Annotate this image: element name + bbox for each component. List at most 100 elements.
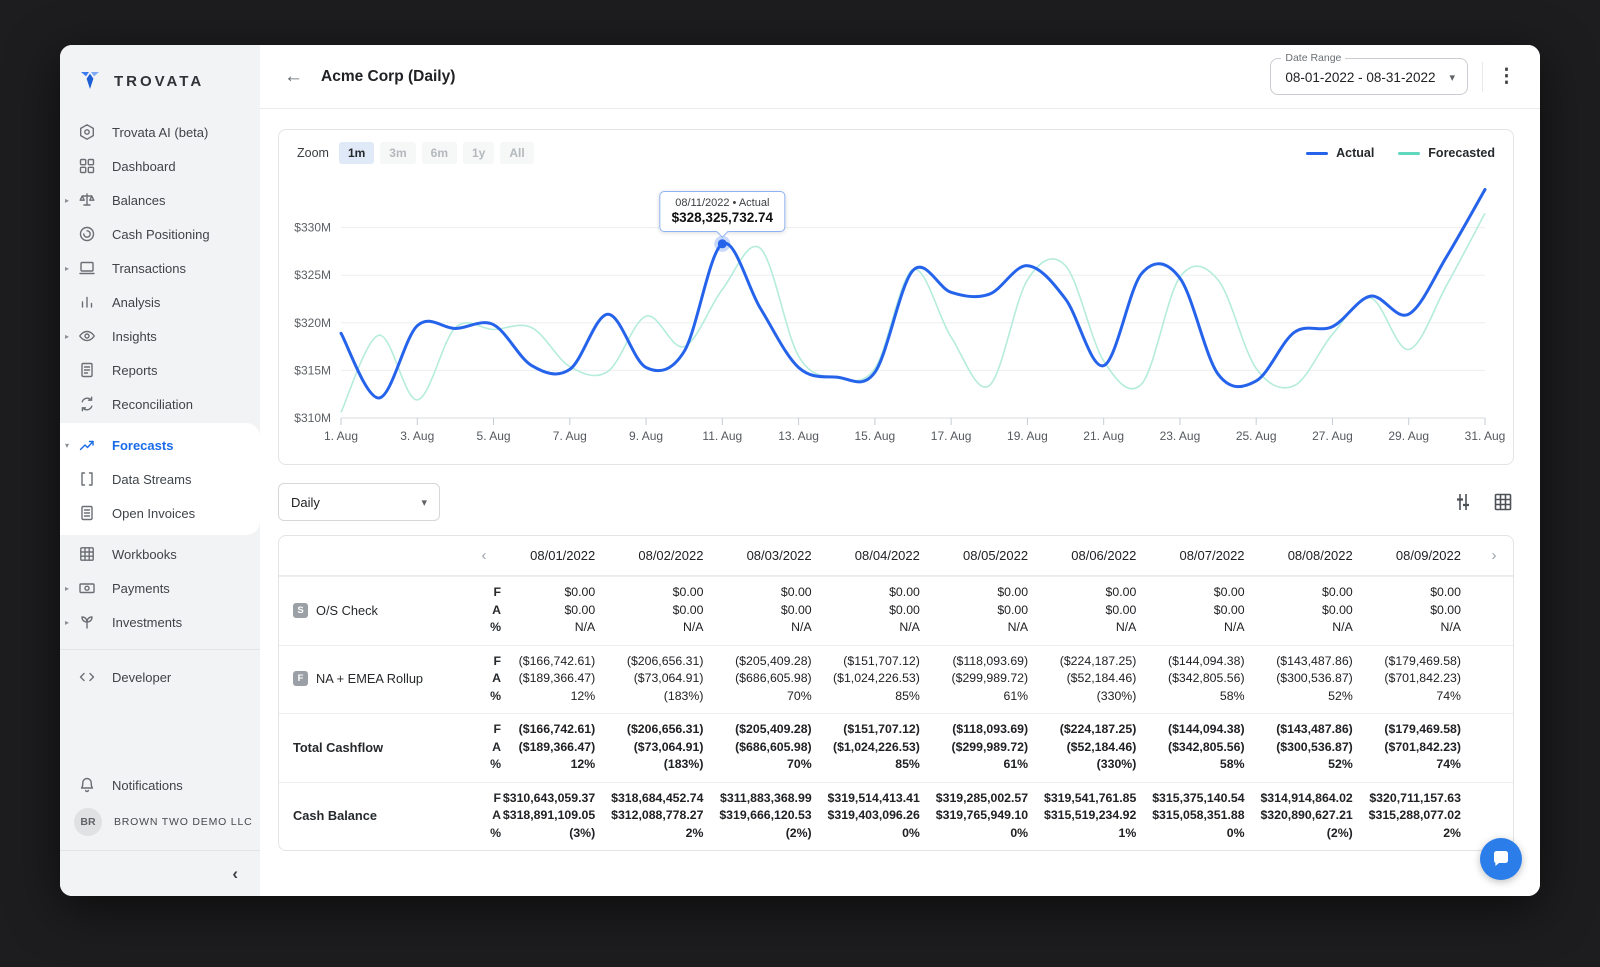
table-header-row: ‹ 08/01/2022 08/02/2022 08/03/2022 08/04/202… [279, 536, 1513, 576]
sidebar-item-transactions[interactable]: ▸ Transactions [60, 251, 260, 285]
period-select[interactable]: Daily ▾ [278, 483, 440, 521]
page-title: Acme Corp (Daily) [321, 67, 456, 85]
table-cell: ($166,742.61) ($189,366.47) 12% [518, 653, 596, 703]
tooltip-value: $328,325,732.74 [671, 209, 774, 225]
row-label: Total Cashflow [293, 739, 384, 755]
legend-label: Forecasted [1428, 146, 1495, 160]
zoom-option-1y[interactable]: 1y [462, 142, 495, 164]
sidebar-item-insights[interactable]: ▸ Insights [60, 319, 260, 353]
date-range-label: Date Range [1281, 52, 1346, 64]
sidebar-item-investments[interactable]: ▸ Investments [60, 605, 260, 639]
date-range-select[interactable]: Date Range 08-01-2022 - 08-31-2022 ▾ [1270, 52, 1468, 95]
table-cell: ($143,487.86) ($300,536.87) 52% [1276, 722, 1353, 771]
svg-text:17. Aug: 17. Aug [931, 429, 972, 443]
table-cell: ($205,409.28) ($686,605.98) 70% [735, 653, 812, 703]
sidebar: TROVATA Trovata AI (beta) Dashboard ▸ Balan… [60, 45, 260, 896]
bell-icon [80, 777, 94, 793]
svg-text:21. Aug: 21. Aug [1083, 429, 1124, 443]
table-date-header: 08/02/2022 [638, 548, 704, 563]
sidebar-divider [60, 649, 260, 650]
table-cell: $0.00 $0.00 N/A [780, 585, 812, 634]
sidebar-item-developer[interactable]: Developer [60, 660, 260, 694]
svg-text:9. Aug: 9. Aug [629, 429, 663, 443]
chat-bubble-icon [1493, 851, 1508, 866]
table-cell: ($179,469.58) ($701,842.23) 74% [1384, 653, 1461, 703]
table-view-button[interactable] [1492, 491, 1514, 513]
more-options-button[interactable]: ⋮ [1497, 66, 1516, 87]
svg-text:$315M: $315M [294, 363, 331, 377]
table-cell: $319,285,002.57 $319,765,949.10 0% [935, 790, 1029, 840]
forecasts-group: ▾ Forecasts Data Streams Open Invoices [60, 423, 260, 535]
zoom-option-1m[interactable]: 1m [338, 142, 375, 164]
caret-right-icon: ▸ [65, 331, 70, 341]
sidebar-collapse-button[interactable]: ‹ [60, 850, 260, 896]
sidebar-item-data-streams[interactable]: Data Streams [60, 462, 260, 496]
brand-name: TROVATA [114, 72, 205, 90]
chat-fab-button[interactable] [1480, 838, 1522, 880]
table-cell: ($118,093.69) ($299,989.72) 61% [951, 653, 1029, 703]
trovata-logo-icon [81, 72, 99, 89]
sidebar-item-open-invoices[interactable]: Open Invoices [60, 496, 260, 530]
table-date-header: 08/07/2022 [1179, 548, 1245, 563]
sidebar-item-notifications[interactable]: Notifications [60, 768, 260, 802]
header-divider [1482, 61, 1483, 92]
metric-keys: F A% [490, 653, 501, 703]
caret-down-icon: ▾ [65, 440, 70, 450]
sidebar-item-label: Notifications [112, 777, 183, 793]
app-window: TROVATA Trovata AI (beta) Dashboard ▸ Balan… [60, 45, 1540, 896]
sidebar-item-label: Dashboard [112, 158, 176, 174]
sliders-icon [1457, 494, 1469, 510]
sidebar-item-label: Open Invoices [112, 505, 196, 521]
metric-keys: F A% [490, 790, 501, 840]
table-cell: $0.00 $0.00 N/A [1321, 585, 1353, 634]
sidebar-item-forecasts[interactable]: ▾ Forecasts [60, 428, 260, 462]
sidebar-item-label: Investments [112, 614, 183, 630]
svg-text:3. Aug: 3. Aug [400, 429, 434, 443]
legend-swatch [1306, 151, 1329, 155]
account-menu[interactable]: BR BROWN TWO DEMO LLC [60, 802, 260, 842]
analysis-icon [81, 296, 93, 308]
svg-text:$310M: $310M [294, 411, 331, 425]
period-select-value: Daily [291, 494, 320, 510]
table-cell: ($118,093.69) ($299,989.72) 61% [951, 722, 1029, 771]
table-cell: $320,711,157.63 $315,288,077.02 2% [1368, 790, 1461, 840]
zoom-buttons: 1m 3m 6m 1y All [338, 142, 540, 164]
table-next-button[interactable]: › [1475, 547, 1513, 564]
svg-text:15. Aug: 15. Aug [855, 429, 896, 443]
row-label: S O/S Check [279, 602, 467, 618]
chart-tooltip: 08/11/2022 • Actual $328,325,732.74 [659, 190, 786, 232]
zoom-option-3m[interactable]: 3m [380, 142, 416, 164]
table-cell: $0.00 $0.00 N/A [1213, 585, 1245, 634]
table-prev-button[interactable]: ‹ [467, 547, 501, 564]
sidebar-item-reconciliation[interactable]: Reconciliation [60, 387, 260, 421]
zoom-option-6m[interactable]: 6m [421, 142, 457, 164]
sidebar-item-cash-positioning[interactable]: Cash Positioning [60, 217, 260, 251]
sidebar-item-label: Reconciliation [112, 396, 193, 412]
main-content: ← Acme Corp (Daily) Date Range 08-01-202… [260, 45, 1540, 896]
data-streams-icon [81, 472, 93, 486]
sidebar-item-balances[interactable]: ▸ Balances [60, 183, 260, 217]
sidebar-item-trovata-ai-beta[interactable]: Trovata AI (beta) [60, 115, 260, 149]
row-label: F NA + EMEA Rollup [279, 671, 467, 687]
chevron-down-icon: ▾ [421, 496, 427, 509]
table-cell: $310,643,059.37 $318,891,109.05 (3%) [502, 790, 596, 840]
svg-text:23. Aug: 23. Aug [1160, 429, 1201, 443]
back-button[interactable]: ← [284, 65, 303, 87]
table-cell: ($206,656.31) ($73,064.91) (183%) [626, 653, 704, 703]
sidebar-item-payments[interactable]: ▸ Payments [60, 571, 260, 605]
sidebar-item-workbooks[interactable]: Workbooks [60, 537, 260, 571]
legend-item-forecasted[interactable]: Forecasted [1398, 146, 1495, 160]
trovata-ai-icon [80, 124, 94, 140]
brand: TROVATA [60, 45, 260, 115]
legend-item-actual[interactable]: Actual [1306, 146, 1374, 160]
column-settings-button[interactable] [1452, 491, 1474, 513]
table-cell: $318,684,452.74 $312,088,778.27 2% [611, 790, 704, 840]
zoom-option-all[interactable]: All [500, 142, 534, 164]
balance-line-chart: $310M $315M $320M $325M $330M 1. Aug 3. Aug 5. … [294, 188, 1505, 443]
table-cell: ($205,409.28) ($686,605.98) 70% [735, 722, 812, 771]
sidebar-item-reports[interactable]: Reports [60, 353, 260, 387]
sidebar-item-dashboard[interactable]: Dashboard [60, 149, 260, 183]
sidebar-item-analysis[interactable]: Analysis [60, 285, 260, 319]
sidebar-item-label: Analysis [112, 294, 161, 310]
table-date-header: 08/09/2022 [1395, 548, 1461, 563]
